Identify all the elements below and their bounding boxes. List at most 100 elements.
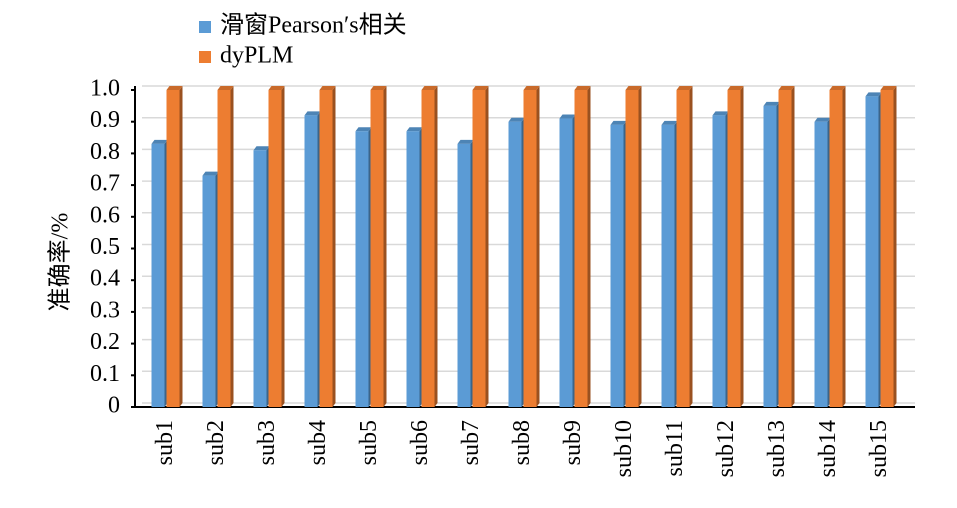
x-tick-label: sub1 [152,420,178,465]
y-tick-label: 1.0 [90,76,120,102]
bar [508,121,522,407]
y-tick-label: 0 [108,393,120,419]
legend-swatch [199,51,211,63]
x-tick-label: sub4 [305,420,331,465]
bar [421,90,435,407]
bar [829,90,843,407]
bar [253,150,267,408]
bar [763,105,777,407]
bar [370,90,384,407]
bar-top [880,86,897,90]
bar-top [457,139,474,144]
x-tick-label: sub14 [815,420,841,477]
y-tick-label: 0.4 [90,266,120,292]
x-tick-label: sub5 [356,420,382,465]
bar-top [202,171,219,176]
bar-top [355,127,372,132]
y-tick-label: 0.6 [90,202,120,228]
bar-top [763,101,780,106]
bar-top [319,86,336,90]
bar-side [383,86,387,407]
bar-top [253,146,270,151]
bar [319,90,333,407]
legend-swatch [199,21,211,33]
y-tick-label: 0.2 [90,329,120,355]
bar-top [370,86,387,90]
bar-top [829,86,846,90]
bar [523,90,537,407]
bar-side [536,86,540,407]
bar-top [865,92,882,97]
bar-top [574,86,591,90]
x-tick-label: sub9 [560,420,586,465]
bar-side [893,86,897,407]
bar [457,143,471,407]
bar [625,90,639,407]
y-axis-label: 准确率/% [47,213,74,312]
bar [559,118,573,407]
bar [151,143,165,407]
bar-top [151,139,168,144]
bar-side [230,86,234,407]
legend-label: 滑窗Pearson′s相关 [220,12,407,39]
bar-top [610,120,627,125]
bar-top [814,117,831,122]
y-tick-label: 0.9 [90,107,120,133]
x-tick-label: sub15 [866,420,892,477]
bar-top [625,86,642,90]
bar [574,90,588,407]
x-tick-label: sub13 [764,420,790,477]
bar-top [523,86,540,90]
y-tick-label: 0.8 [90,139,120,165]
legend-label: dyPLM [220,43,293,69]
y-tick-label: 0.5 [90,234,120,260]
bar-top [559,114,576,119]
bar-side [638,86,642,407]
bar-side [179,86,183,407]
bar [355,131,369,407]
bar-side [281,86,285,407]
bar-side [587,86,591,407]
bar-side [740,86,744,407]
bar-top [778,86,795,90]
bar-top [508,117,525,122]
bar [202,175,216,407]
bar [304,115,318,408]
bar [406,131,420,407]
bar [268,90,282,407]
bar-top [166,86,183,90]
y-tick-label: 0.3 [90,297,120,323]
y-tick-label: 0.1 [90,361,120,387]
bar [880,90,894,407]
x-tick-label: sub8 [509,420,535,465]
bar [166,90,180,407]
bar [712,115,726,408]
bar-top [421,86,438,90]
x-tick-label: sub6 [407,420,433,465]
bar [814,121,828,407]
bar-top [217,86,234,90]
y-tick-label: 0.7 [90,171,120,197]
bar-top [676,86,693,90]
x-tick-label: sub12 [713,420,739,477]
bar [865,96,879,407]
bar [472,90,486,407]
bar [727,90,741,407]
x-tick-label: sub10 [611,420,637,477]
bar-side [332,86,336,407]
x-tick-label: sub3 [254,420,280,465]
bar [661,124,675,408]
bar [676,90,690,407]
bar-top [661,120,678,125]
bar-side [434,86,438,407]
bar [610,124,624,408]
x-tick-label: sub2 [203,420,229,465]
bar [778,90,792,407]
bar-top [472,86,489,90]
bar-top [304,111,321,116]
bar [217,90,231,407]
bar-side [485,86,489,407]
bar-top [712,111,729,116]
